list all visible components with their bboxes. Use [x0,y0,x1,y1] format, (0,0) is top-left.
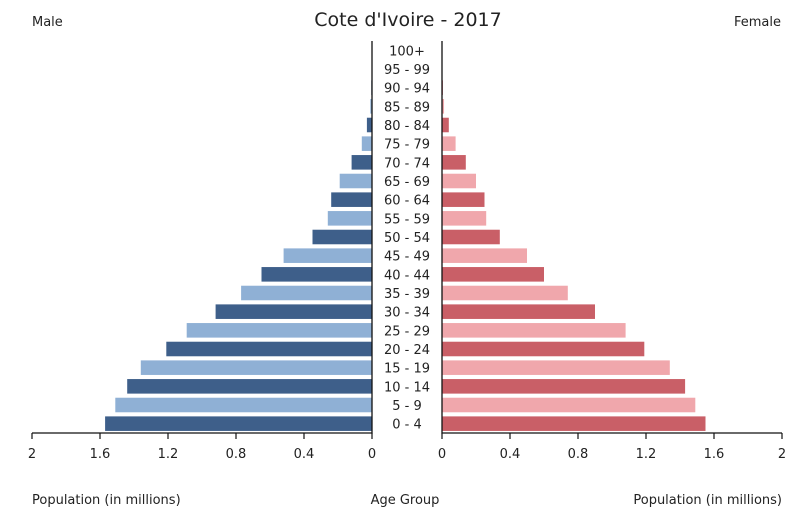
female-bar [442,360,670,375]
male-bar [127,379,372,394]
age-group-label: 75 - 79 [384,138,430,153]
male-bar [312,229,372,245]
female-bar [442,155,466,170]
female-bar [442,211,487,226]
female-bar [442,192,485,207]
male-bar [351,155,372,170]
age-group-label: 85 - 89 [384,100,430,115]
female-bar [442,397,696,413]
age-group-label: 70 - 74 [384,156,430,171]
male-axis-tick-label: 0.8 [226,447,247,462]
female-bar [442,248,527,263]
male-axis-tick-label: 1.2 [158,447,179,462]
female-axis-tick-label: 0.4 [500,447,521,462]
age-group-label: 5 - 9 [392,399,422,414]
female-bar [442,341,645,357]
male-bar [166,341,372,357]
age-group-label: 35 - 39 [384,287,430,302]
female-axis-tick-label: 0.8 [568,447,589,462]
male-bar [331,192,372,207]
age-group-label: 80 - 84 [384,119,430,134]
age-group-label: 0 - 4 [392,418,422,433]
female-bar [442,229,500,245]
age-group-label: 45 - 49 [384,250,430,265]
male-bar [370,99,372,114]
male-axis-tick-label: 0.4 [294,447,315,462]
left-axis-title: Population (in millions) [32,493,181,508]
age-group-label: 20 - 24 [384,343,430,358]
male-bar [241,285,372,301]
female-bar [442,379,686,394]
female-axis-tick-label: 1.6 [704,447,725,462]
male-bar [186,323,372,338]
male-bar [327,211,372,226]
female-axis-tick-label: 0 [438,447,446,462]
female-bar [442,323,626,338]
male-bar [215,304,372,319]
female-bar [442,416,706,431]
female-bar [442,267,544,282]
male-axis-tick-label: 2 [28,447,36,462]
age-group-label: 10 - 14 [384,380,430,395]
center-axis-title: Age Group [371,493,440,508]
male-axis-tick-label: 0 [368,447,376,462]
age-group-label: 60 - 64 [384,194,430,209]
ticks-group: 2 1.6 1.2 0.8 0.4 0 0 0.4 0.8 1.2 1.6 2 [28,433,786,462]
age-group-label: 15 - 19 [384,362,430,377]
male-bar [366,117,372,133]
female-bar [442,285,568,301]
male-label: Male [32,15,63,30]
female-axis-tick-label: 1.2 [636,447,657,462]
female-label: Female [734,15,781,30]
male-axis-tick-label: 1.6 [90,447,111,462]
age-group-label: 55 - 59 [384,212,430,227]
male-bar [140,360,372,375]
male-bar [261,267,372,282]
age-group-label: 100+ [389,44,425,59]
chart-title: Cote d'Ivoire - 2017 [314,9,501,31]
male-bar [361,136,372,151]
age-group-label: 25 - 29 [384,324,430,339]
age-group-label: 90 - 94 [384,82,430,97]
male-bar [339,173,372,189]
female-bar [442,99,445,114]
right-axis-title: Population (in millions) [633,493,782,508]
age-group-labels: 100+ 95 - 99 90 - 94 85 - 89 80 - 84 75 - 79 7… [384,44,430,432]
age-group-label: 40 - 44 [384,268,430,283]
female-bar [442,117,449,133]
female-bar [442,304,595,319]
female-bar [442,173,476,189]
male-bar [105,416,372,431]
female-bar [442,136,456,151]
female-axis-tick-label: 2 [778,447,786,462]
male-bar [115,397,373,413]
age-group-label: 95 - 99 [384,63,430,78]
bars-group [105,43,706,431]
age-group-label: 30 - 34 [384,306,430,321]
male-bar [283,248,372,263]
age-group-label: 65 - 69 [384,175,430,190]
age-group-label: 50 - 54 [384,231,430,246]
